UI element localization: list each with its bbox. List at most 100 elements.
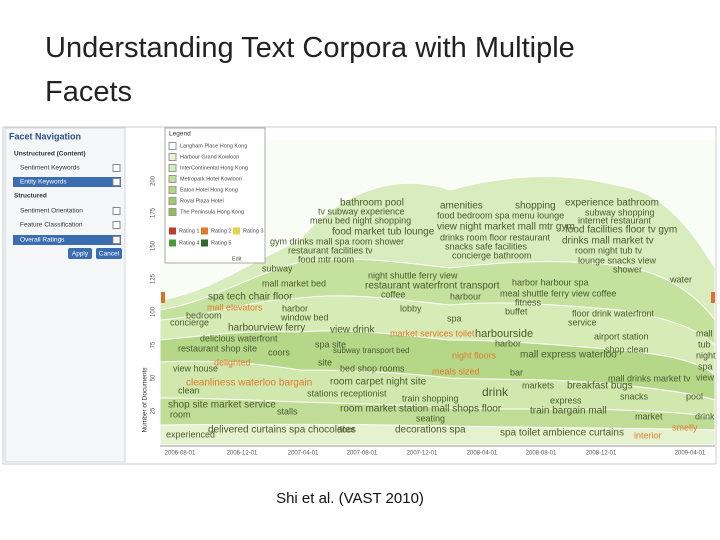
checkbox[interactable]	[112, 236, 121, 244]
keyword[interactable]: subway shopping	[585, 207, 655, 217]
keyword[interactable]: snacks safe facilities	[445, 241, 528, 251]
rating-item[interactable]: Rating 5	[211, 240, 232, 246]
keyword[interactable]: gym drinks mall spa room shower	[270, 236, 404, 246]
rating-item[interactable]: Rating 2	[211, 228, 232, 234]
keyword[interactable]: floor drink waterfront	[572, 308, 655, 318]
keyword[interactable]: drink	[482, 385, 509, 399]
facet-item[interactable]: Entity Keywords	[20, 179, 67, 186]
keyword[interactable]: harbor	[495, 338, 521, 348]
rating-swatch[interactable]	[201, 227, 208, 235]
keyword[interactable]: spa	[698, 361, 713, 371]
facet-item[interactable]: Structured	[14, 193, 47, 200]
keyword[interactable]: spa tech chair floor	[208, 292, 293, 303]
keyword[interactable]: food bedroom spa menu lounge	[437, 210, 564, 220]
keyword[interactable]: concierge bathroom	[452, 250, 532, 260]
keyword[interactable]: seating	[416, 413, 445, 423]
keyword[interactable]: lobby	[400, 303, 422, 313]
keyword[interactable]: pool	[686, 391, 703, 401]
keyword[interactable]: clean	[178, 385, 200, 395]
keyword[interactable]: mall express waterloo	[520, 350, 617, 361]
keyword[interactable]: delighted	[214, 357, 251, 367]
keyword[interactable]: menu bed night shopping	[310, 215, 411, 225]
keyword[interactable]: market	[635, 411, 663, 421]
legend-item[interactable]: The Peninsula Hong Kong	[180, 209, 244, 215]
keyword[interactable]: shop site market service	[168, 400, 276, 411]
keyword[interactable]: meal shuttle ferry view coffee	[500, 288, 616, 298]
keyword[interactable]: spa	[447, 313, 462, 323]
keyword[interactable]: cleanliness waterloo bargain	[186, 378, 312, 389]
keyword[interactable]: train shopping	[402, 393, 459, 403]
keyword[interactable]: harbourview ferry	[228, 323, 305, 334]
keyword[interactable]: buffet	[505, 306, 528, 316]
facet-item[interactable]: Feature Classification	[20, 222, 83, 229]
keyword[interactable]: drinks room floor restaurant	[440, 232, 551, 242]
keyword[interactable]: night shuttle ferry view	[368, 270, 458, 280]
checkbox[interactable]	[112, 164, 121, 172]
keyword[interactable]: room night tub tv	[575, 245, 643, 255]
keyword[interactable]: coors	[268, 347, 291, 357]
keyword[interactable]: decorations spa	[395, 425, 466, 436]
keyword[interactable]: express	[550, 395, 582, 405]
keyword[interactable]: harbor harbour spa	[512, 277, 589, 287]
keyword[interactable]: markets	[522, 380, 555, 390]
keyword[interactable]: room market station mall shops floor	[340, 404, 502, 415]
apply-button[interactable]	[68, 248, 92, 259]
slider-handle[interactable]	[711, 292, 715, 303]
keyword[interactable]: experienced	[166, 429, 215, 439]
keyword[interactable]: amenities	[440, 201, 483, 212]
keyword[interactable]: service	[568, 317, 597, 327]
keyword[interactable]: drinks mall market tv	[562, 236, 654, 247]
keyword[interactable]: train bargain mall	[530, 406, 607, 417]
keyword[interactable]: mall market bed	[262, 278, 326, 288]
keyword[interactable]: bedroom	[186, 310, 222, 320]
keyword[interactable]: tv subway experience	[318, 206, 405, 216]
keyword[interactable]: bar	[510, 367, 523, 377]
keyword[interactable]: view	[696, 372, 715, 382]
legend-item[interactable]: Royal Plaza Hotel	[180, 198, 224, 204]
keyword[interactable]: shower	[613, 264, 642, 274]
keyword[interactable]: breakfast bugs	[567, 381, 633, 392]
checkbox[interactable]	[112, 178, 121, 186]
keyword[interactable]: market services toilet	[390, 328, 475, 338]
keyword[interactable]: night	[696, 350, 716, 360]
keyword[interactable]: shopping	[515, 201, 556, 212]
keyword[interactable]: subway	[262, 263, 293, 273]
keyword[interactable]: mall	[696, 328, 713, 338]
keyword[interactable]: restaurant facilities tv	[288, 245, 373, 255]
checkbox[interactable]	[112, 221, 121, 229]
legend-item[interactable]: Langham Place Hong Kong	[180, 143, 247, 149]
legend-swatch[interactable]	[168, 153, 177, 161]
legend-swatch[interactable]	[168, 142, 177, 150]
keyword[interactable]: bed shop rooms	[340, 363, 405, 373]
keyword[interactable]: harbor	[282, 303, 308, 313]
rating-swatch[interactable]	[169, 227, 176, 235]
rating-swatch[interactable]	[233, 227, 240, 235]
keyword[interactable]: experience bathroom	[565, 198, 659, 209]
keyword[interactable]: stalls	[277, 406, 298, 416]
keyword[interactable]: internet restaurant	[578, 215, 652, 225]
keyword[interactable]: delicious waterfront	[200, 333, 278, 343]
button-label[interactable]: Cancel	[99, 251, 120, 258]
keyword[interactable]: tub	[698, 339, 711, 349]
keyword[interactable]: view night market mall mtr gym	[437, 222, 575, 233]
keyword[interactable]: food facilities floor tv gym	[565, 225, 677, 236]
keyword[interactable]: drink	[695, 411, 715, 421]
rating-swatch[interactable]	[201, 239, 208, 247]
legend-swatch[interactable]	[168, 186, 177, 194]
keyword[interactable]: spa site	[315, 339, 346, 349]
legend-swatch[interactable]	[168, 175, 177, 183]
keyword[interactable]: smelly	[672, 422, 698, 432]
keyword[interactable]: door	[337, 424, 355, 434]
facet-item[interactable]: Unstructured (Content)	[14, 151, 86, 158]
keyword[interactable]: restaurant waterfront transport	[365, 281, 500, 292]
keyword[interactable]: harbour	[450, 291, 481, 301]
keyword[interactable]: shop clean	[605, 344, 649, 354]
keyword[interactable]: fitness	[515, 297, 542, 307]
keyword[interactable]: lounge snacks view	[578, 255, 657, 265]
rating-item[interactable]: Rating 3	[243, 228, 264, 234]
keyword[interactable]: mall drinks market tv	[608, 373, 691, 383]
rating-item[interactable]: Rating 4	[179, 240, 200, 246]
facet-item[interactable]: Sentiment Keywords	[20, 165, 80, 172]
keyword[interactable]: food mtr room	[298, 254, 354, 264]
keyword[interactable]: coffee	[381, 289, 405, 299]
